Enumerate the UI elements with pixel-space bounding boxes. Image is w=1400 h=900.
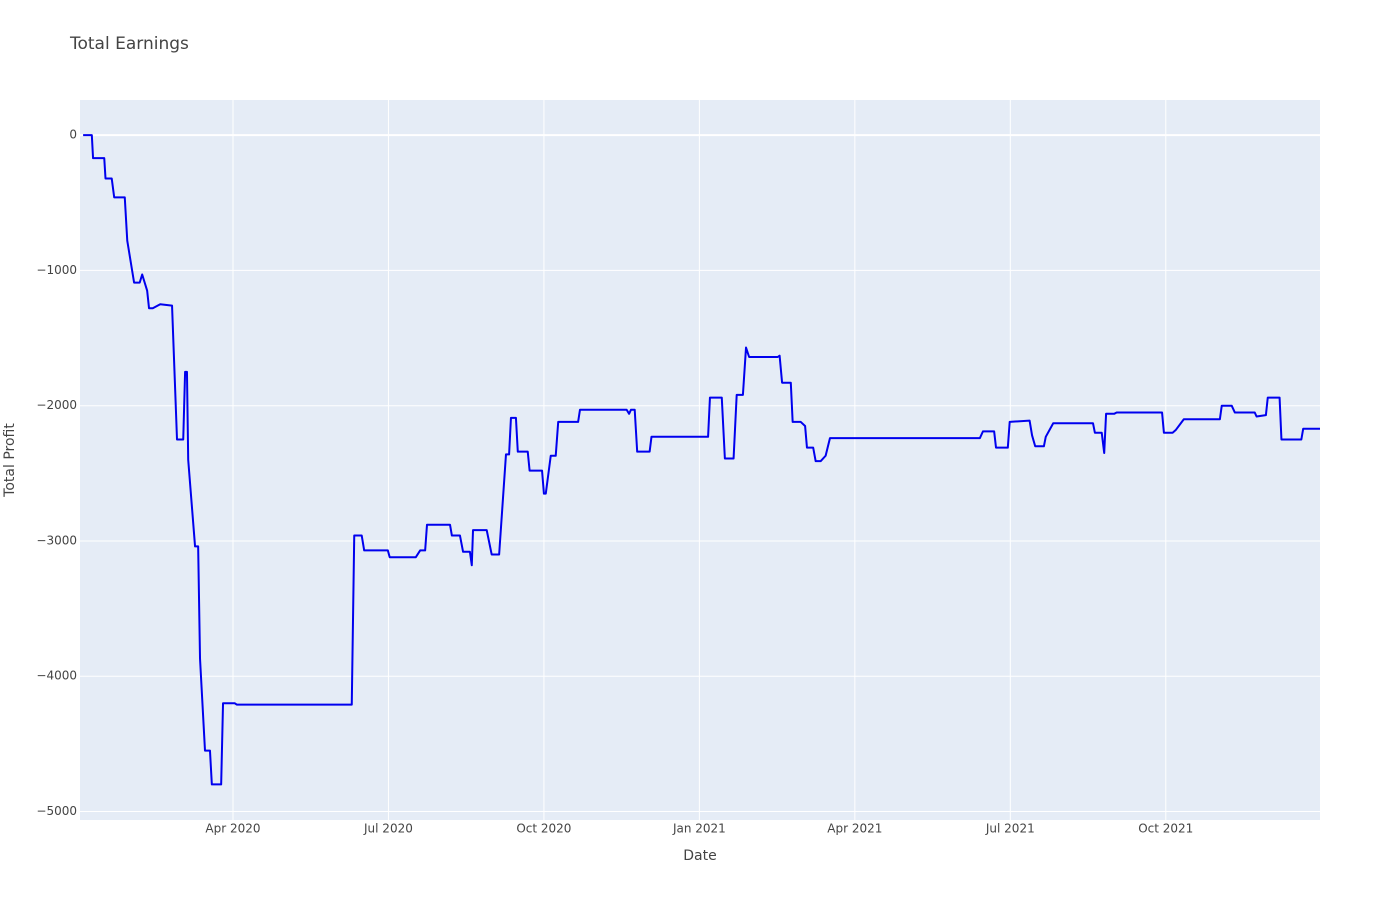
x-axis-title: Date — [683, 848, 716, 864]
plot-area — [80, 100, 1320, 820]
y-axis-title: Total Profit — [2, 423, 18, 498]
x-tick-label: Apr 2021 — [827, 822, 882, 836]
x-tick-label: Apr 2020 — [205, 822, 260, 836]
y-tick-label: −5000 — [36, 804, 77, 818]
y-tick-label: −1000 — [36, 263, 77, 277]
x-tick-label: Jul 2021 — [985, 822, 1035, 836]
x-tick-label: Oct 2020 — [516, 822, 571, 836]
y-tick-label: −3000 — [36, 533, 77, 547]
x-tick-label: Jul 2020 — [363, 822, 413, 836]
y-tick-label: −4000 — [36, 669, 77, 683]
x-tick-label: Oct 2021 — [1138, 822, 1193, 836]
y-tick-label: −2000 — [36, 398, 77, 412]
chart-title: Total Earnings — [69, 34, 189, 54]
y-tick-label: 0 — [69, 128, 77, 142]
x-tick-label: Jan 2021 — [672, 822, 726, 836]
data-line — [83, 134, 1320, 786]
